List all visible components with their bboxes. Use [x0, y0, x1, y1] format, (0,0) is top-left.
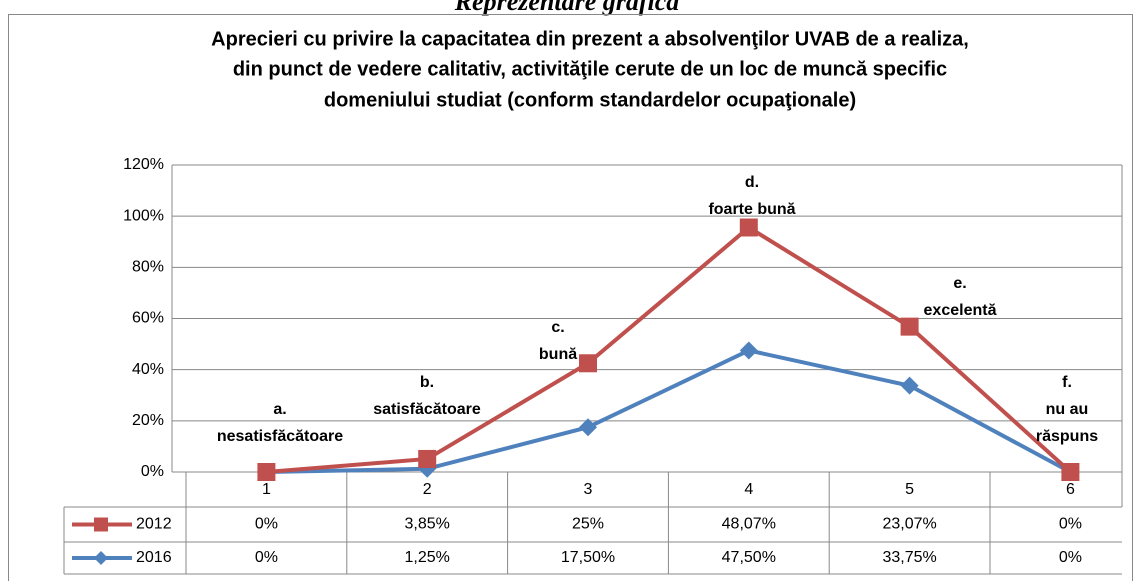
y-tick-label: 60%: [132, 310, 164, 327]
annotation: răspuns: [1036, 428, 1098, 445]
table-cell: 0%: [255, 549, 278, 566]
chart-title: Aprecieri cu privire la capacitatea din …: [211, 28, 969, 50]
marker: [900, 317, 919, 336]
annotation: f.: [1062, 374, 1072, 391]
annotation: bună: [539, 346, 577, 363]
table-cell: 0%: [1059, 549, 1082, 566]
table-cell: 3,85%: [405, 516, 450, 533]
table-cell: 23,07%: [882, 516, 936, 533]
marker: [257, 463, 276, 481]
marker: [579, 354, 597, 373]
series-line: [266, 348, 1072, 474]
marker: [579, 418, 597, 437]
y-tick-label: 0%: [141, 463, 164, 480]
y-tick-label: 40%: [132, 361, 164, 378]
x-tick-label: 1: [262, 481, 271, 498]
annotation: excelentă: [924, 302, 997, 319]
legend-marker: [94, 551, 108, 565]
marker: [739, 218, 758, 237]
y-tick-label: 100%: [123, 207, 164, 224]
table-cell: 25%: [572, 516, 604, 533]
chart-title: din punct de vedere calitativ, activităţ…: [233, 58, 947, 80]
y-tick-label: 80%: [132, 259, 164, 276]
marker: [900, 376, 919, 395]
table-cell: 47,50%: [722, 549, 776, 566]
annotation: a.: [273, 401, 286, 418]
table-cell: 1,25%: [405, 549, 450, 566]
y-tick-label: 20%: [132, 412, 164, 429]
table-cell: 33,75%: [882, 549, 936, 566]
x-tick-label: 5: [905, 481, 914, 498]
chart-title: domeniului studiat (conform standardelor…: [324, 89, 856, 111]
annotation: nu au: [1046, 401, 1089, 418]
chart-frame: [8, 14, 1133, 581]
legend-label: 2012: [136, 516, 172, 533]
legend-label: 2016: [136, 549, 172, 566]
legend-marker: [94, 517, 108, 532]
marker: [418, 449, 437, 468]
table-cell: 0%: [1059, 516, 1082, 533]
annotation: c.: [551, 319, 564, 336]
annotation: satisfăcătoare: [373, 401, 481, 418]
x-tick-label: 2: [423, 481, 432, 498]
x-tick-label: 3: [584, 481, 593, 498]
annotation: d.: [745, 174, 759, 191]
x-tick-label: 4: [744, 481, 753, 498]
x-tick-label: 6: [1066, 481, 1075, 498]
marker: [739, 341, 758, 360]
annotation: foarte bună: [708, 201, 795, 218]
table-cell: 17,50%: [561, 549, 615, 566]
marker: [1061, 463, 1080, 481]
table-cell: 0%: [255, 516, 278, 533]
heading: Reprezentare grafică: [454, 0, 680, 16]
series-line: [266, 225, 1072, 474]
annotation: nesatisfăcătoare: [217, 428, 343, 445]
annotation: e.: [953, 275, 966, 292]
table-cell: 48,07%: [722, 516, 776, 533]
y-tick-label: 120%: [123, 156, 164, 173]
annotation: b.: [420, 374, 434, 391]
